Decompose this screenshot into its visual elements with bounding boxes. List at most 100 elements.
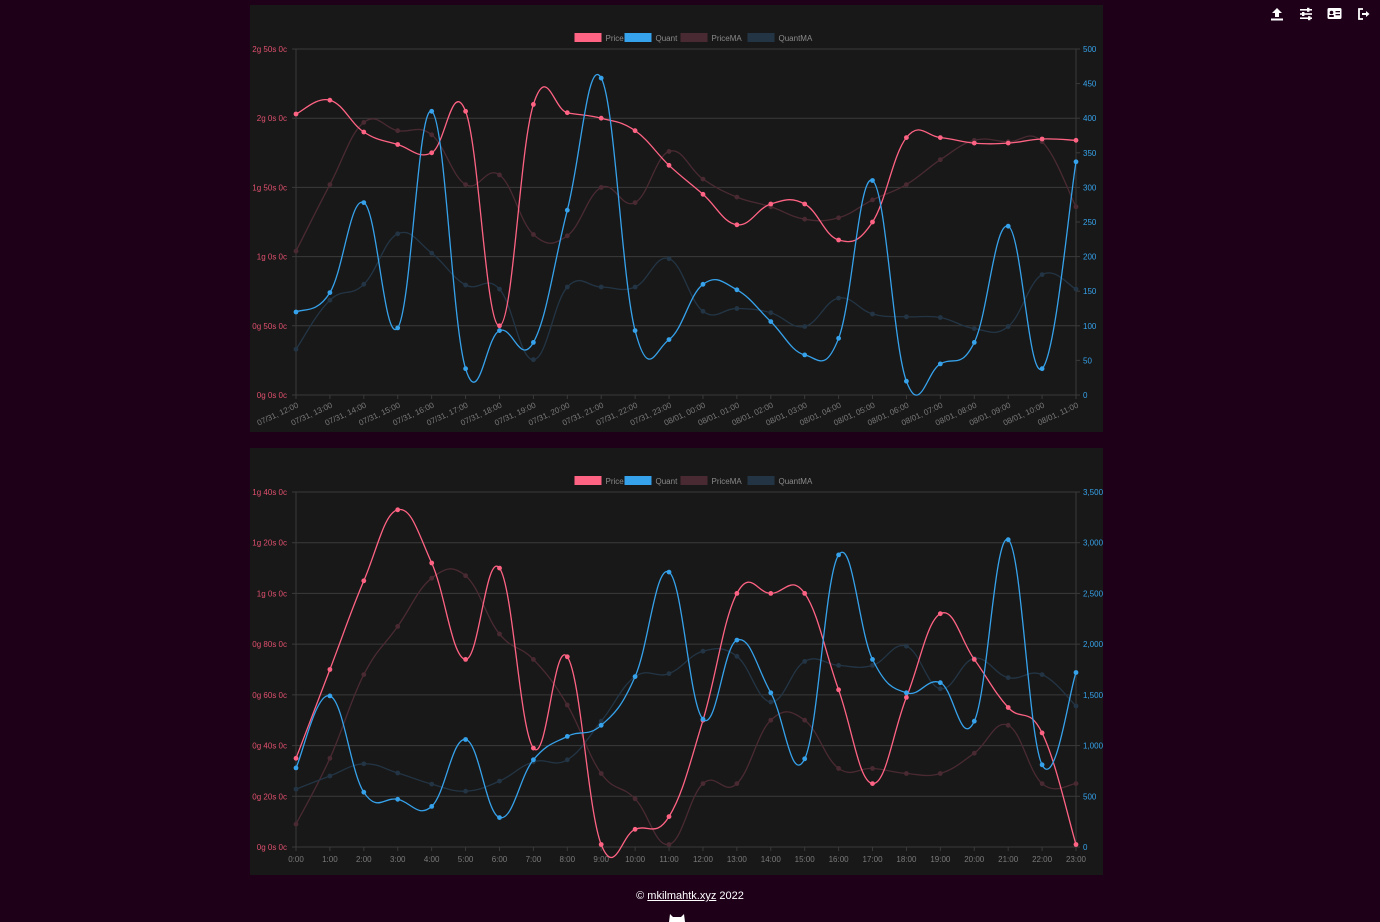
data-point-price xyxy=(564,654,570,660)
data-point-pricema xyxy=(598,771,604,776)
legend-swatch-price xyxy=(574,33,602,42)
sliders-icon[interactable] xyxy=(1297,5,1314,22)
data-point-quant xyxy=(463,737,468,742)
data-point-quant xyxy=(1073,159,1079,165)
data-point-quant xyxy=(429,108,435,114)
data-point-quantma xyxy=(666,671,672,676)
data-point-quantma xyxy=(734,306,740,311)
data-point-quantma xyxy=(293,786,299,792)
gridlines xyxy=(292,491,1076,848)
data-point-quant xyxy=(327,693,333,699)
data-point-price xyxy=(598,115,604,121)
x-tick-label: 21:00 xyxy=(998,855,1019,864)
right-tick-label: 100 xyxy=(1083,322,1097,331)
legend-label-quantma: QuantMA xyxy=(779,477,813,486)
data-point-quant xyxy=(700,281,706,287)
upload-icon[interactable] xyxy=(1268,5,1285,22)
gridlines xyxy=(292,48,1076,396)
data-point-pricema xyxy=(904,182,909,188)
data-point-pricema xyxy=(1073,781,1079,786)
data-point-price xyxy=(700,191,706,197)
right-tick-label: 2,500 xyxy=(1083,589,1103,598)
data-point-price xyxy=(870,219,875,225)
data-point-pricema xyxy=(361,672,367,677)
legend: Price Quant PriceMA QuantMA xyxy=(574,33,813,43)
data-point-quant xyxy=(531,757,536,763)
series-line-price xyxy=(295,509,1077,859)
data-point-quantma xyxy=(1073,703,1079,709)
data-point-price xyxy=(802,591,808,596)
copyright-symbol: © xyxy=(636,890,645,902)
data-point-price xyxy=(632,128,638,134)
x-tick-label: 4:00 xyxy=(424,855,440,864)
data-point-price xyxy=(293,755,299,761)
legend-label-quant: Quant xyxy=(656,34,679,43)
series-quant xyxy=(293,537,1079,820)
data-point-price xyxy=(564,110,570,116)
right-tick-label: 0 xyxy=(1083,843,1088,852)
data-point-quant xyxy=(1039,366,1045,372)
footer-year: 2022 xyxy=(719,890,744,902)
data-point-pricema xyxy=(836,215,841,221)
data-point-quant xyxy=(802,352,808,358)
data-point-pricema xyxy=(531,232,536,237)
data-point-quant xyxy=(395,796,401,802)
data-point-quant xyxy=(971,718,977,724)
left-tick-label: 1g 0s 0c xyxy=(257,589,287,598)
data-point-quant xyxy=(870,178,875,183)
data-point-pricema xyxy=(429,575,435,581)
data-point-quantma xyxy=(802,324,808,329)
series-price xyxy=(293,86,1079,329)
data-point-price xyxy=(971,657,977,662)
x-tick-label: 3:00 xyxy=(390,855,406,864)
data-point-pricema xyxy=(971,750,977,756)
right-tick-label: 3,000 xyxy=(1083,539,1103,548)
data-point-quantma xyxy=(802,659,808,664)
data-point-pricema xyxy=(327,755,333,761)
series-quant xyxy=(293,74,1079,396)
data-point-pricema xyxy=(497,172,502,178)
x-tick-label: 12:00 xyxy=(693,855,714,864)
x-tick-label: 11:00 xyxy=(659,855,679,864)
right-tick-label: 3,500 xyxy=(1083,488,1103,497)
right-tick-label: 50 xyxy=(1083,356,1092,365)
logout-icon[interactable] xyxy=(1355,5,1372,22)
footer-link[interactable]: mkilmahtk.xyz xyxy=(647,890,717,902)
data-point-pricema xyxy=(632,796,638,802)
data-point-quant xyxy=(836,335,841,341)
data-point-pricema xyxy=(768,717,774,723)
data-point-price xyxy=(327,97,333,103)
legend-label-pricema: PriceMA xyxy=(712,477,743,486)
data-point-quantma xyxy=(1039,272,1045,277)
left-tick-label: 0g 60s 0c xyxy=(252,691,287,700)
top-toolbar xyxy=(1268,5,1372,22)
data-point-price xyxy=(1073,842,1079,847)
left-tick-label: 0g 0s 0c xyxy=(257,843,287,852)
id-card-icon[interactable] xyxy=(1326,5,1343,22)
data-point-pricema xyxy=(395,128,401,134)
data-point-pricema xyxy=(429,132,435,138)
legend-swatch-quantma xyxy=(747,33,775,42)
data-point-price xyxy=(531,102,536,107)
left-tick-label: 0g 0s 0c xyxy=(257,391,287,400)
data-point-quant xyxy=(293,765,299,771)
data-point-price xyxy=(768,201,774,207)
data-point-price xyxy=(395,507,401,513)
data-point-quantma xyxy=(632,284,638,290)
data-point-quant xyxy=(700,716,706,722)
data-point-quant xyxy=(1005,537,1011,543)
data-point-quant xyxy=(1039,762,1045,768)
right-tick-label: 500 xyxy=(1083,792,1097,801)
data-point-quantma xyxy=(836,663,841,668)
data-point-price xyxy=(768,591,774,596)
series-quantma xyxy=(293,231,1079,363)
data-point-quant xyxy=(361,789,367,795)
data-point-pricema xyxy=(598,185,604,190)
data-point-quantma xyxy=(870,311,875,317)
left-tick-label: 1g 0s 0c xyxy=(257,253,287,262)
chart-panel-hourly: Price Quant PriceMA QuantMA 0g 0s 0c 0g 20s 0… xyxy=(250,448,1103,875)
data-point-price xyxy=(836,687,841,693)
data-point-price xyxy=(293,111,299,117)
data-point-pricema xyxy=(361,120,367,125)
data-point-price xyxy=(937,611,943,617)
